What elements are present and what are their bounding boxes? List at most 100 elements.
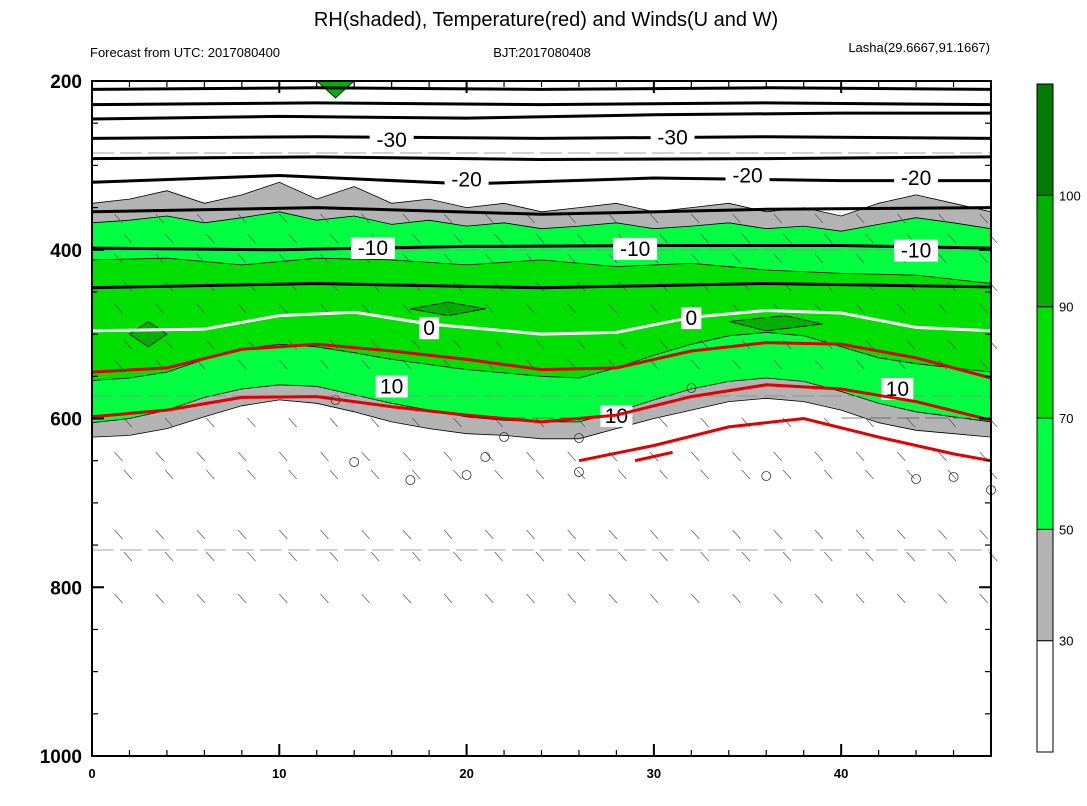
calm-marker [686,383,697,393]
wind-barb [453,417,462,428]
wind-barb [865,551,874,562]
wind-barb [741,551,751,562]
wind-barb [691,359,700,370]
wind-barb [947,233,957,244]
wind-barb [576,551,586,562]
colorbar-label: 70 [1059,411,1073,426]
wind-barb [370,469,380,480]
isotherm-label-box [375,375,408,398]
wind-barb [205,469,215,480]
wind-barb [855,593,865,604]
wind-barb [288,417,297,428]
wind-barb [155,451,164,462]
wind-barb [947,339,957,350]
wind-barb [329,469,339,480]
wind-barb [114,593,123,604]
wind-barb [979,529,989,540]
isotherm-1 [91,173,991,186]
wind-barb [659,469,668,480]
contour-line-1 [91,101,992,107]
wind-barb [865,233,874,244]
wind-barb [279,359,288,370]
wind-barb [237,451,247,462]
wind-barb [412,551,421,562]
wind-barb [659,417,668,428]
wind-barb [402,451,412,462]
wind-barb [814,213,824,224]
wind-barb [535,551,545,562]
wind-barb [279,253,288,264]
wind-barb [237,359,247,370]
wind-barb [691,213,700,224]
wind-barb [979,593,989,604]
wind-barb [526,303,535,314]
wind-barb [567,303,576,314]
wind-barb [288,233,297,244]
wind-barb [947,551,957,562]
wind-barb [361,451,370,462]
wind-barb [279,529,288,540]
wind-barb [938,593,947,604]
y-tick-label: 600 [50,410,82,431]
wind-barb [741,233,751,244]
colorbar-box [1036,528,1054,642]
wind-barb [535,339,545,350]
wind-barb [979,213,989,224]
isotherm-label: 10 [886,378,909,401]
contour-line-3 [91,155,992,162]
wind-barb [824,551,833,562]
wind-barb [732,213,741,224]
wind-barb [855,529,865,540]
wind-barb [773,593,783,604]
wind-barb [196,529,206,540]
wind-barb [649,529,659,540]
wind-barb [485,451,494,462]
wind-barb [897,529,906,540]
wind-barb [402,253,412,264]
wind-barb [485,303,494,314]
isotherm-label-box [894,239,939,262]
isotherm-2 [91,244,992,252]
isotherm-label-box [419,317,440,340]
wind-barb [897,213,906,224]
location-subtitle: Lasha(29.6667,91.1667) [848,40,990,55]
wind-barb [412,417,421,428]
wind-barb [906,551,915,562]
wind-barb [114,359,123,370]
calm-marker [574,433,584,443]
wind-barb [320,529,329,540]
wind-barb [576,233,586,244]
contour-line-7 [634,450,673,463]
isotherm-label: -20 [901,167,931,190]
isotherm-label: -20 [732,165,762,188]
wind-barb [691,451,700,462]
wind-barb [196,253,206,264]
isotherm-label: -10 [901,240,931,263]
wind-barb [123,551,133,562]
wind-barb [732,253,741,264]
wind-barb [576,339,586,350]
wind-barb [196,303,206,314]
wind-barb [247,469,256,480]
wind-barb [494,551,503,562]
wind-barb [279,303,288,314]
wind-barb [814,451,824,462]
isotherm-label: -30 [376,129,406,152]
wind-barb [855,303,865,314]
wind-barb [691,253,700,264]
wind-barb [402,359,412,370]
calm-marker [948,472,959,482]
isotherm-0 [91,111,991,121]
wind-barb [608,593,618,604]
isotherm-label: -10 [620,238,650,261]
isotherm-label: 10 [380,375,403,398]
wind-barb [155,213,164,224]
wind-barb [608,303,618,314]
wind-barb [567,213,576,224]
wind-barb [649,593,659,604]
wind-barb [855,213,865,224]
isotherm-3 [91,308,992,336]
wind-barb [494,233,503,244]
wind-barb [782,551,792,562]
colorbar-box [1036,306,1054,419]
